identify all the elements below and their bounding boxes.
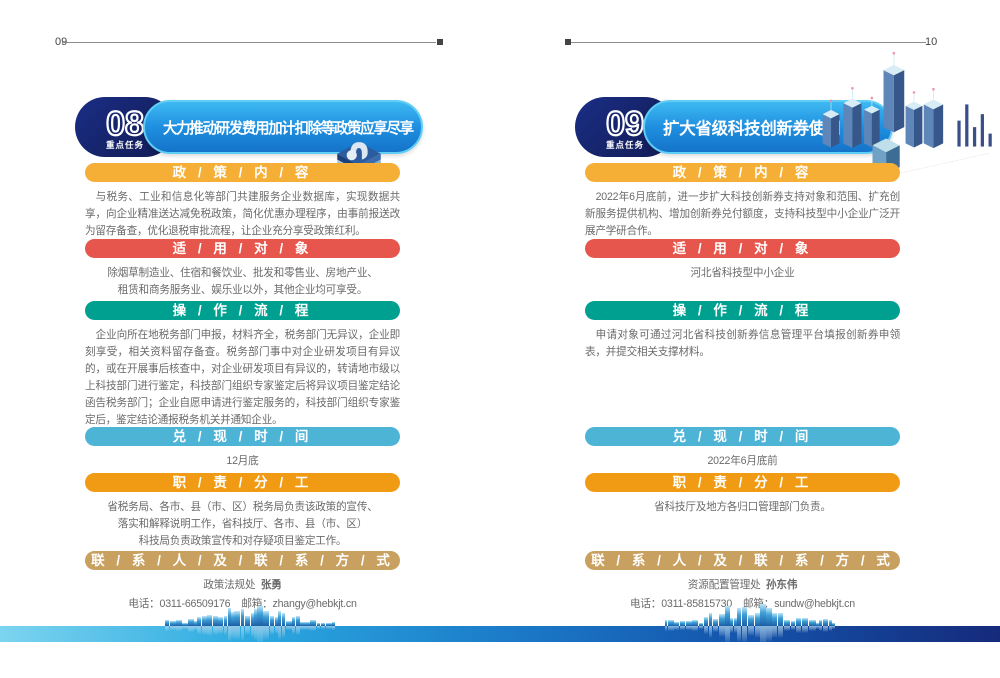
svg-text:08: 08 xyxy=(106,107,144,141)
svg-text:09: 09 xyxy=(606,107,644,141)
